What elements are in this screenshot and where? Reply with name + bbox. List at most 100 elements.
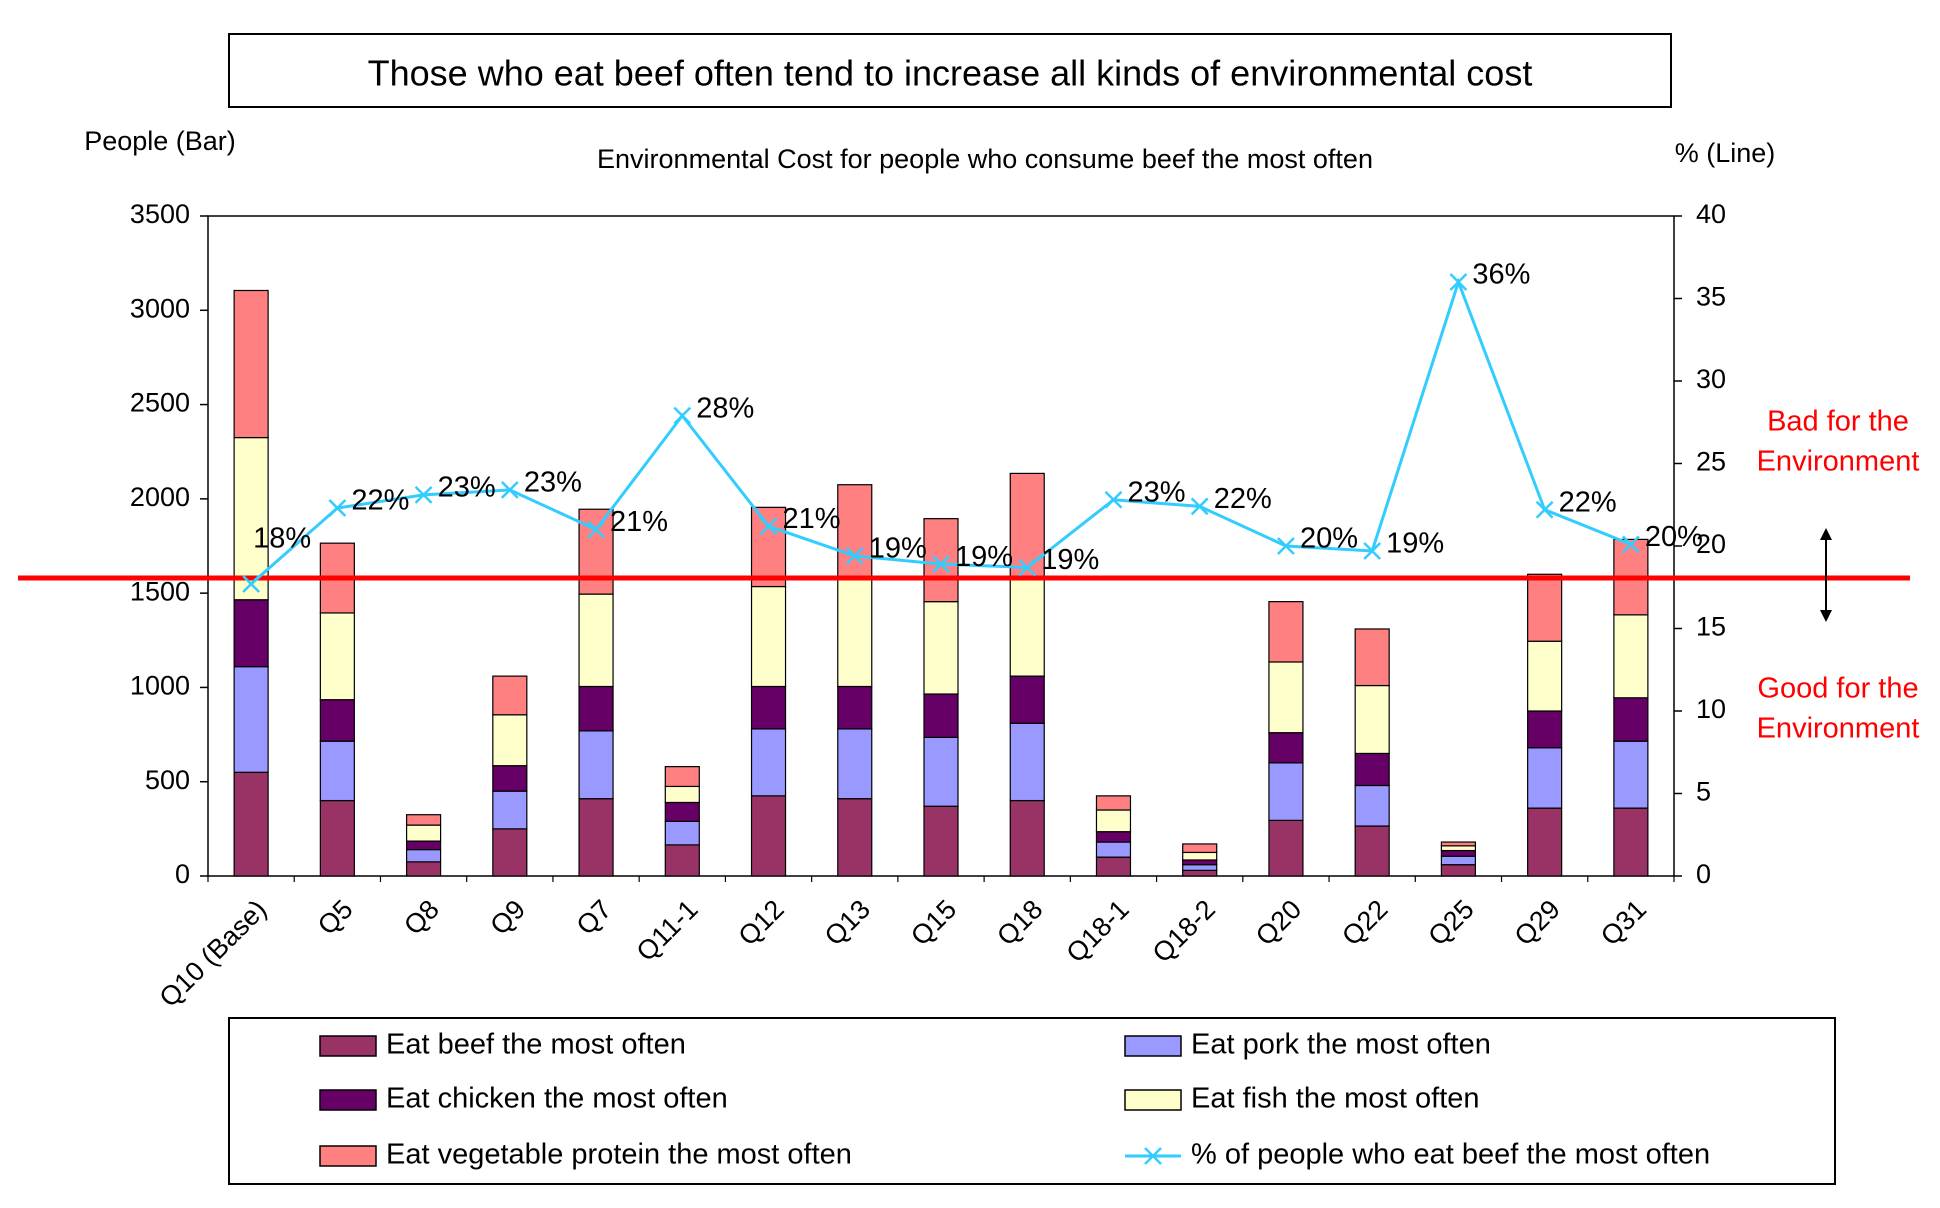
bar-segment-s3 xyxy=(1009,576,1045,677)
bar-segment-s1 xyxy=(1440,855,1477,866)
left-tick-label: 0 xyxy=(175,859,190,889)
legend-label: Eat chicken the most often xyxy=(386,1083,728,1115)
bar-segment-s1 xyxy=(492,790,528,830)
right-tick-label: 40 xyxy=(1696,199,1726,229)
bar-segment-s4 xyxy=(233,289,269,439)
line-data-label: 36% xyxy=(1472,259,1530,291)
beef-percent-line: 18% 22% 23% 23% 21% 28% 21% 19% 19% 19% 23% 22% 20% 1… xyxy=(242,259,1703,593)
line-point xyxy=(242,575,261,593)
bar-segment-s0 xyxy=(1095,856,1132,877)
right-tick-label: 30 xyxy=(1696,364,1726,394)
bar-segment-s0 xyxy=(1527,807,1563,877)
bar-segment-s2 xyxy=(923,693,959,738)
bar-segment-s0 xyxy=(1354,825,1390,877)
bar-segment-s0 xyxy=(492,828,528,877)
line-point xyxy=(500,481,519,499)
bar-segment-s2 xyxy=(1268,732,1304,764)
bar-segment-s1 xyxy=(405,848,442,863)
x-tick-label: Q5 xyxy=(312,894,359,941)
x-axis: Q10 (Base) Q5 Q8 Q9 Q7 Q11-1 Q12 Q13 Q15 Q18 Q18-1… xyxy=(154,876,1675,1013)
x-tick-label: Q20 xyxy=(1250,894,1307,951)
bar-segment-s3 xyxy=(1095,809,1132,833)
line-data-label: 21% xyxy=(783,503,841,535)
bar-segment-s4 xyxy=(1440,841,1477,847)
left-tick-label: 3000 xyxy=(130,293,190,323)
line-data-label: 19% xyxy=(955,541,1013,573)
bar-segment-s1 xyxy=(1182,864,1218,871)
x-tick-label: Q9 xyxy=(484,894,531,941)
double-arrow-up-icon xyxy=(1820,528,1832,540)
legend-item-line: % of people who eat beef the most often xyxy=(1125,1139,1710,1171)
line-data-label: 19% xyxy=(1386,528,1444,560)
bar-segment-s4 xyxy=(1009,472,1045,578)
bar-segment-s4 xyxy=(837,484,873,578)
x-tick-label: Q29 xyxy=(1509,894,1566,951)
right-tick-label: 35 xyxy=(1696,282,1726,312)
bar-segment-s1 xyxy=(1268,762,1304,821)
bar-segment-s3 xyxy=(1613,614,1649,699)
line-data-label: 22% xyxy=(1559,486,1617,518)
bar-segment-s4 xyxy=(1354,628,1390,687)
line-data-label: 22% xyxy=(351,485,409,517)
bar-segment-s2 xyxy=(1613,697,1649,742)
bar-segment-s0 xyxy=(578,798,614,877)
line-point xyxy=(1535,500,1554,519)
bar-segment-s2 xyxy=(1182,859,1218,866)
line-data-label: 23% xyxy=(1127,476,1185,508)
line-point xyxy=(1104,490,1123,509)
line-data-label: 21% xyxy=(610,506,668,538)
bar-segment-s1 xyxy=(750,728,787,797)
line-data-label: 23% xyxy=(438,472,496,504)
bar-segment-s2 xyxy=(1095,831,1132,843)
bar-segment-s1 xyxy=(319,740,355,802)
bar-segment-s4 xyxy=(405,814,442,826)
bar-segment-s1 xyxy=(233,666,269,773)
legend-swatch xyxy=(1124,1089,1182,1111)
line-data-label: 18% xyxy=(253,523,311,555)
right-tick-label: 5 xyxy=(1696,777,1711,807)
legend-marker xyxy=(1144,1147,1162,1165)
bar-segment-s0 xyxy=(1613,807,1649,877)
bar-segment-s4 xyxy=(1527,573,1563,642)
double-arrow-down-icon xyxy=(1820,610,1832,622)
bar-segment-s2 xyxy=(233,599,269,668)
bar-segment-s2 xyxy=(405,840,442,851)
line-point xyxy=(1190,497,1209,516)
line-point xyxy=(1277,537,1295,555)
x-tick-label: Q8 xyxy=(398,894,445,941)
x-tick-label: Q13 xyxy=(819,894,876,951)
line-data-label: 28% xyxy=(696,392,754,424)
left-axis-title: People (Bar) xyxy=(84,126,236,156)
bar-segment-s3 xyxy=(492,714,528,767)
legend-label: Eat pork the most often xyxy=(1191,1029,1491,1061)
left-tick-label: 1500 xyxy=(130,576,190,606)
bar-segment-s4 xyxy=(923,518,959,603)
bar-segment-s2 xyxy=(1354,752,1390,787)
line-point xyxy=(759,517,778,536)
bar-segment-s4 xyxy=(1095,795,1132,811)
bar-segment-s2 xyxy=(578,685,614,732)
left-axis: 0 500 1000 1500 2000 2500 3000 3500 xyxy=(130,199,208,889)
x-tick-label: Q11-1 xyxy=(631,894,704,967)
bar-segment-s0 xyxy=(1268,819,1304,877)
x-tick-label: Q18 xyxy=(991,894,1048,951)
bar-segment-s0 xyxy=(319,799,355,877)
bad-annotation-line2: Environment xyxy=(1757,446,1920,478)
line-point xyxy=(414,485,433,504)
line-data-label: 20% xyxy=(1300,523,1358,555)
line-point xyxy=(1449,273,1468,291)
legend-swatch xyxy=(319,1145,377,1167)
legend-label: Eat fish the most often xyxy=(1191,1083,1480,1115)
good-annotation-line1: Good for the xyxy=(1757,673,1918,705)
left-tick-label: 3500 xyxy=(130,199,190,229)
bar-segment-s1 xyxy=(1613,740,1649,809)
bar-segment-s0 xyxy=(1182,869,1218,877)
line-data-label: 19% xyxy=(1041,544,1099,576)
bar-segment-s0 xyxy=(837,798,873,877)
line-point xyxy=(328,499,347,517)
bar-segment-s4 xyxy=(664,766,700,788)
right-tick-label: 25 xyxy=(1696,447,1726,477)
line-point xyxy=(845,547,864,565)
x-tick-label: Q31 xyxy=(1595,894,1652,951)
